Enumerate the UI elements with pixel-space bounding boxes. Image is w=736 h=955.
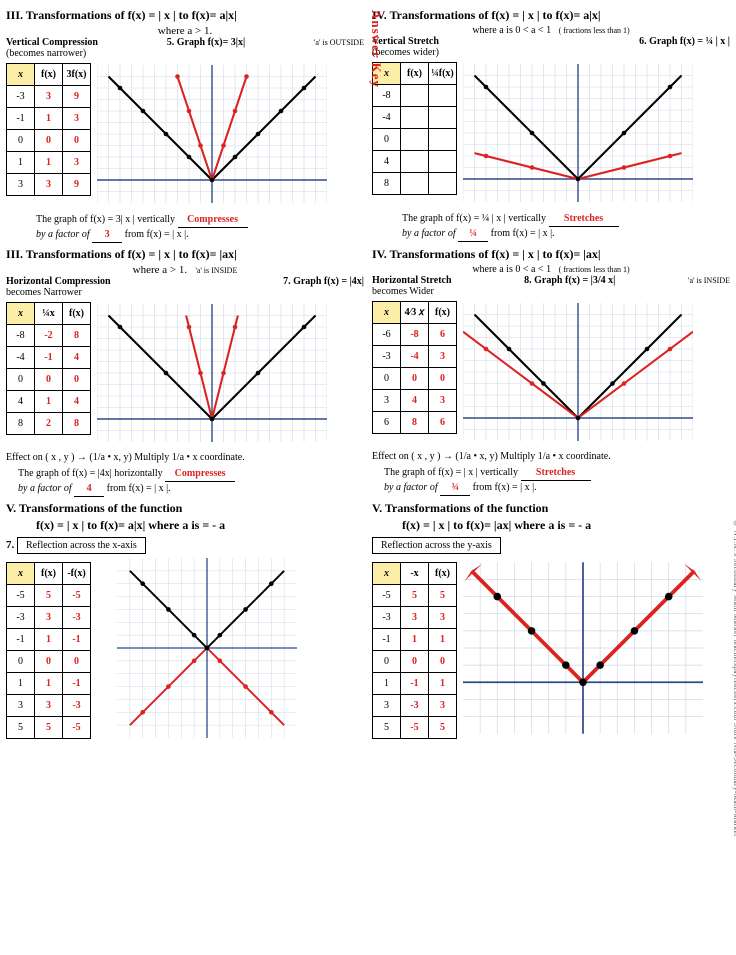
s8-title: 8. Graph f(x) = |3/4 x|	[524, 275, 615, 286]
s5-where: where a > 1.	[6, 25, 364, 37]
s5-text: The graph of f(x) = 3| x | vertically Co…	[6, 213, 364, 243]
section-5: III. Transformations of f(x) = | x | to …	[6, 8, 364, 243]
s10-header: V. Transformations of the function	[372, 501, 730, 516]
s9-header: V. Transformations of the function	[6, 501, 364, 516]
s5-graph	[97, 59, 327, 209]
s9-graph	[97, 558, 317, 738]
s10-box: Reflection across the y-axis	[372, 537, 501, 554]
section-6: IV. Transformations of f(x) = | x | to f…	[372, 8, 730, 243]
s5-header: III. Transformations of f(x) = | x | to …	[6, 8, 364, 23]
s8-table: x4⁄3 𝑥f(x) -6-86 -3-43 000 343 686	[372, 301, 457, 434]
s7-sub2: becomes Narrower	[6, 287, 111, 298]
answer-key-label: Answer Key	[368, 10, 384, 88]
s7-table: x¼xf(x) -8-28 -4-14 000 414 828	[6, 302, 91, 435]
section-10: V. Transformations of the function f(x) …	[372, 501, 730, 739]
s5-sub2: (becomes narrower)	[6, 48, 98, 59]
s9-box: Reflection across the x-axis	[17, 537, 146, 554]
s6-text: The graph of f(x) = ¼ | x | vertically S…	[372, 212, 730, 242]
s6-title: 6. Graph f(x) = ¼ | x |	[639, 36, 730, 47]
section-7: III. Transformations of f(x) = | x | to …	[6, 247, 364, 497]
s9-header2: f(x) = | x | to f(x)= a|x| where a is = …	[36, 518, 364, 533]
s10-header2: f(x) = | x | to f(x)= |ax| where a is = …	[402, 518, 730, 533]
watermark: © N.I.A.'s Secondary Math Market teacher…	[732, 520, 736, 837]
s7-graph	[97, 298, 327, 448]
s8-graph	[463, 297, 693, 447]
s9-table: xf(x)-f(x) -55-5 -33-3 -11-1 000 11-1 33…	[6, 562, 91, 739]
s10-table: x-xf(x) -555 -333 -111 000 1-11 3-33 5-5…	[372, 562, 457, 739]
s10-graph	[463, 558, 703, 738]
s8-sub2: becomes Wider	[372, 286, 452, 297]
s8-sub1: Horizontal Stretch	[372, 275, 452, 286]
s6-graph	[463, 58, 693, 208]
s7-header: III. Transformations of f(x) = | x | to …	[6, 247, 364, 262]
s7-text: The graph of f(x) = |4x| horizontally Co…	[6, 467, 364, 497]
s7-effect: Effect on ( x , y ) → (1/a • x, y) Multi…	[6, 452, 364, 463]
s5-title: 5. Graph f(x)= 3|x|	[167, 37, 245, 48]
s5-sub1: Vertical Compression	[6, 37, 98, 48]
s8-text: The graph of f(x) = | x | vertically Str…	[372, 466, 730, 496]
s6-header: IV. Transformations of f(x) = | x | to f…	[372, 8, 730, 23]
s8-header: IV. Transformations of f(x) = | x | to f…	[372, 247, 730, 262]
s8-note: 'a' is INSIDE	[688, 276, 730, 285]
s8-effect: Effect on ( x , y ) → (1/a • x, y) Multi…	[372, 451, 730, 462]
s7-title: 7. Graph f(x) = |4x|	[283, 276, 364, 287]
section-8: IV. Transformations of f(x) = | x | to f…	[372, 247, 730, 497]
s5-note: 'a' is OUTSIDE	[314, 38, 364, 47]
s5-table: xf(x)3f(x) -339 -113 000 113 339	[6, 63, 91, 196]
s6-table: xf(x)¼f(x) -8 -4 0 4 8	[372, 62, 457, 195]
s7-sub1: Horizontal Compression	[6, 276, 111, 287]
section-9: V. Transformations of the function f(x) …	[6, 501, 364, 739]
